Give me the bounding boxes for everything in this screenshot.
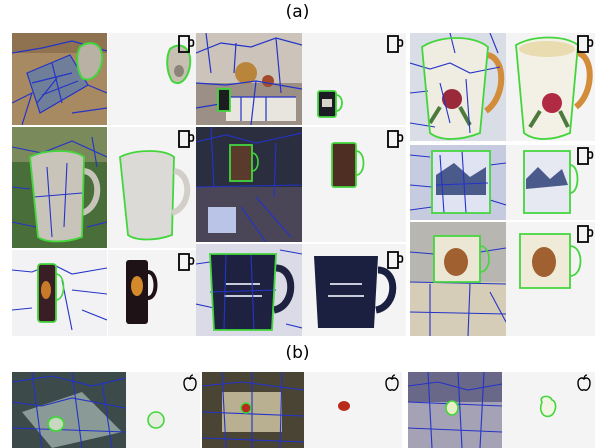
mug-segmented-image-3 — [410, 33, 506, 141]
mug-segmented-image-5 — [196, 127, 302, 242]
mug-masked-image-1 — [108, 33, 196, 125]
mug-segmented-image-2 — [196, 33, 302, 125]
apple-segmented-image-1 — [12, 372, 126, 448]
mug-masked-image-9 — [506, 222, 595, 336]
apple-segmented-image-2 — [202, 372, 304, 448]
mug-segmented-image-6 — [410, 145, 506, 220]
mug-icon — [387, 130, 404, 148]
mug-icon — [178, 130, 195, 148]
mug-segmented-image-1 — [12, 33, 107, 125]
mug-icon — [577, 147, 594, 165]
panel-label-a: (a) — [285, 2, 310, 22]
mug-icon — [577, 225, 594, 243]
mug-icon — [178, 253, 195, 271]
apple-segmented-image-3 — [408, 372, 502, 448]
mug-icon — [577, 35, 594, 53]
apple-masked-image-3 — [502, 372, 595, 448]
mug-icon — [387, 35, 404, 53]
apple-icon — [183, 374, 197, 391]
mug-masked-image-6 — [506, 145, 595, 220]
panel-label-b: (b) — [285, 343, 310, 363]
mug-masked-image-7 — [108, 250, 196, 336]
mug-segmented-image-9 — [410, 222, 506, 336]
mug-icon — [387, 251, 404, 269]
mug-segmented-image-7 — [12, 250, 107, 336]
apple-icon — [577, 374, 591, 391]
mug-segmented-image-8 — [196, 244, 302, 336]
apple-icon — [385, 374, 399, 391]
mug-masked-image-4 — [108, 127, 196, 248]
mug-masked-image-3 — [506, 33, 595, 141]
mug-icon — [178, 35, 195, 53]
apple-masked-image-1 — [126, 372, 200, 448]
mug-segmented-image-4 — [12, 127, 107, 248]
mug-masked-image-8 — [302, 244, 406, 336]
